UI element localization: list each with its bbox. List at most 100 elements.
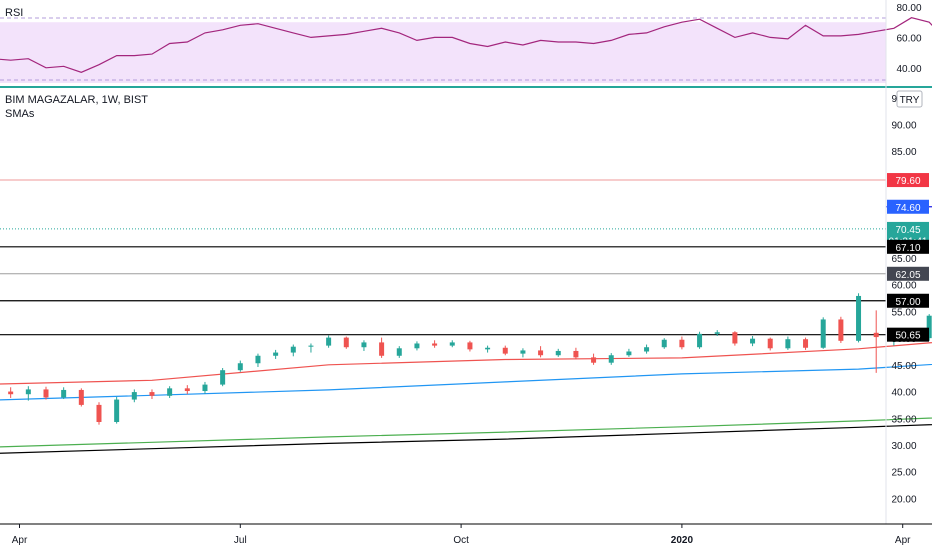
candle bbox=[661, 338, 667, 349]
rsi-series-line bbox=[0, 17, 932, 73]
currency-button[interactable]: TRY bbox=[896, 90, 923, 108]
candle-body bbox=[714, 332, 720, 334]
candle-body bbox=[379, 342, 385, 356]
candle-body bbox=[856, 295, 862, 341]
candle bbox=[644, 344, 650, 354]
candle-body bbox=[78, 389, 84, 405]
main-pane[interactable]: BIM MAGAZALAR, 1W, BIST SMAs bbox=[0, 94, 932, 461]
time-tick-label: 2020 bbox=[671, 535, 694, 546]
time-tick-label: Apr bbox=[895, 535, 911, 546]
candle bbox=[25, 386, 31, 401]
price-badge-bg bbox=[887, 199, 929, 214]
candle-body bbox=[750, 338, 756, 344]
candle bbox=[114, 396, 120, 424]
candle bbox=[61, 387, 67, 400]
candle-body bbox=[626, 351, 632, 356]
candle-body bbox=[432, 343, 438, 346]
candle-body bbox=[237, 363, 243, 371]
candle bbox=[520, 348, 526, 358]
price-tick-label: 20.00 bbox=[891, 494, 916, 505]
candle-body bbox=[96, 404, 102, 422]
price-badge-bg bbox=[887, 327, 929, 342]
candle bbox=[131, 389, 137, 403]
rsi-line bbox=[0, 17, 932, 73]
candle-body bbox=[644, 347, 650, 352]
price-badge-label: 79.60 bbox=[895, 176, 920, 187]
price-badge: 70.45 bbox=[887, 221, 929, 236]
reference-lines bbox=[0, 179, 886, 275]
price-tick-label: 35.00 bbox=[891, 414, 916, 425]
candle-body bbox=[131, 392, 137, 400]
symbol-title[interactable]: BIM MAGAZALAR, 1W, BIST bbox=[5, 94, 148, 106]
rsi-tick-label: 80.00 bbox=[896, 3, 921, 14]
time-tick-label: Jul bbox=[234, 535, 247, 546]
candle bbox=[308, 343, 314, 353]
price-badge-bg bbox=[887, 266, 929, 281]
candle bbox=[96, 402, 102, 425]
candle bbox=[626, 348, 632, 357]
price-tick-label: 25.00 bbox=[891, 468, 916, 479]
price-badges: 79.6074.6070.4501:21:4167.1062.0557.0050… bbox=[887, 173, 929, 342]
candle bbox=[326, 335, 332, 348]
indicator-label[interactable]: SMAs bbox=[5, 108, 35, 120]
candle bbox=[379, 337, 385, 358]
price-badge-label: 62.05 bbox=[895, 270, 920, 281]
price-badge: 57.00 bbox=[887, 293, 929, 308]
candle-body bbox=[873, 332, 879, 338]
rsi-pane[interactable]: RSI 80.00 60.00 40.00 bbox=[0, 3, 932, 83]
price-axis[interactable]: 95.0090.0085.0080.0075.0070.0065.0060.00… bbox=[885, 0, 929, 524]
candle-body bbox=[202, 384, 208, 392]
candle bbox=[538, 346, 544, 358]
price-badge-bg bbox=[887, 239, 929, 254]
candle bbox=[149, 389, 155, 400]
price-badge: 74.60 bbox=[887, 199, 929, 214]
candle bbox=[697, 331, 703, 349]
candle bbox=[591, 353, 597, 365]
candle-body bbox=[343, 337, 349, 348]
candle bbox=[8, 387, 14, 398]
candle-body bbox=[608, 355, 614, 363]
candle-body bbox=[679, 339, 685, 348]
rsi-tick-label: 60.00 bbox=[896, 33, 921, 44]
candle bbox=[856, 293, 862, 343]
candle-body bbox=[149, 392, 155, 396]
time-tick-labels: 2019AprJulOct2020AprJulOct2021AprJulOct2… bbox=[12, 524, 911, 546]
candle-body bbox=[220, 370, 226, 385]
candle-body bbox=[732, 332, 738, 344]
price-tick-label: 85.00 bbox=[891, 147, 916, 158]
candle bbox=[785, 336, 791, 350]
candle bbox=[449, 340, 455, 348]
sma-line bbox=[0, 417, 932, 448]
candle bbox=[167, 386, 173, 398]
horizontal-levels[interactable] bbox=[0, 206, 932, 336]
candle-body bbox=[803, 339, 809, 348]
candle-body bbox=[661, 339, 667, 348]
price-badge-label: 57.00 bbox=[895, 297, 920, 308]
candle-body bbox=[449, 342, 455, 346]
candle-body bbox=[555, 350, 561, 356]
price-badge-label: 67.10 bbox=[895, 243, 920, 254]
candle-body bbox=[290, 346, 296, 353]
price-tick-label: 60.00 bbox=[891, 281, 916, 292]
candle bbox=[750, 336, 756, 347]
candle-body bbox=[25, 389, 31, 395]
candle-body bbox=[167, 388, 173, 396]
candle bbox=[237, 360, 243, 372]
price-tick-label: 65.00 bbox=[891, 254, 916, 265]
candle-body bbox=[838, 319, 844, 341]
candle-body bbox=[8, 391, 14, 395]
candle-body bbox=[467, 342, 473, 350]
candle bbox=[714, 330, 720, 337]
candle bbox=[926, 314, 932, 341]
candle-body bbox=[361, 342, 367, 348]
candle bbox=[820, 317, 826, 349]
candle bbox=[873, 310, 879, 373]
candle-body bbox=[396, 348, 402, 356]
candle bbox=[184, 385, 190, 395]
time-axis[interactable]: 2019AprJulOct2020AprJulOct2021AprJulOct2… bbox=[0, 523, 932, 546]
candle bbox=[78, 388, 84, 407]
time-tick-label: Apr bbox=[12, 535, 28, 546]
price-badge-bg bbox=[887, 173, 929, 188]
candle bbox=[573, 347, 579, 360]
